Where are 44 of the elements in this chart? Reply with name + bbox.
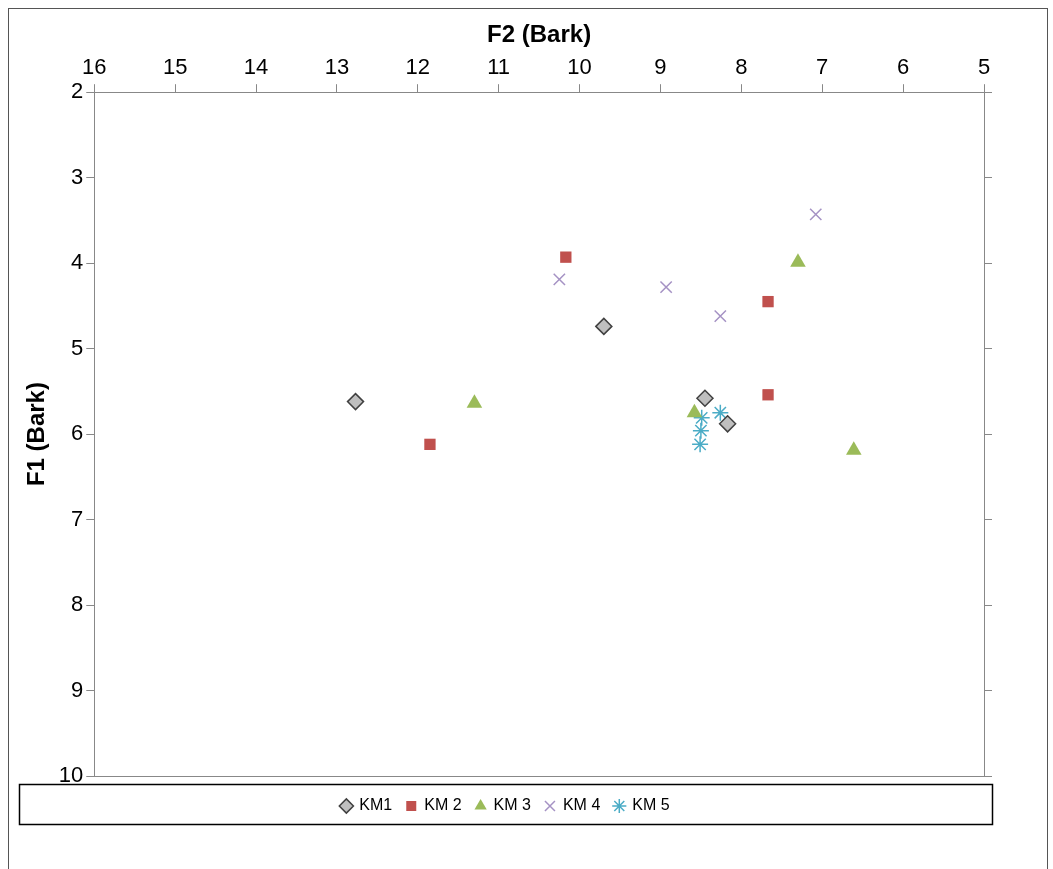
y-tick-label: 2 <box>71 78 84 104</box>
x-tick-label: 15 <box>162 54 188 80</box>
y-tick-label: 10 <box>58 762 84 788</box>
point <box>424 438 436 451</box>
x-tick-label: 16 <box>82 54 107 80</box>
x-tick-label: 13 <box>324 54 350 80</box>
point <box>552 272 566 286</box>
point <box>691 435 709 454</box>
point <box>762 295 774 308</box>
point <box>696 389 714 407</box>
y-tick-label: 6 <box>71 420 84 446</box>
y-tick-label: 5 <box>71 334 84 360</box>
x-tick-label: 6 <box>896 54 910 80</box>
x-tick-label: 8 <box>735 54 748 80</box>
y-axis-title: F1 (Bark) <box>22 382 50 487</box>
point <box>560 251 572 263</box>
legend-label: KM 3 <box>493 796 532 814</box>
point <box>762 389 774 401</box>
x-tick-label: 12 <box>405 54 431 80</box>
point <box>809 208 823 221</box>
legend-label: KM 5 <box>632 796 670 814</box>
x-tick-label: 7 <box>816 54 829 80</box>
x-axis-title: F2 (Bark) <box>487 20 592 48</box>
point <box>692 421 710 440</box>
x-tick-label: 10 <box>567 54 592 80</box>
y-tick-label: 7 <box>71 505 84 531</box>
x-tick-label: 9 <box>654 54 667 80</box>
x-tick-label: 5 <box>977 54 991 80</box>
legend-label: KM1 <box>359 796 393 814</box>
x-tick-label: 14 <box>243 54 269 80</box>
point <box>711 403 730 422</box>
y-tick-label: 4 <box>71 249 84 275</box>
point <box>718 415 737 433</box>
point <box>659 280 673 294</box>
point <box>692 409 711 427</box>
point <box>346 392 365 411</box>
y-tick-label: 3 <box>71 163 84 189</box>
point <box>713 309 727 323</box>
legend-label: KM 4 <box>562 796 601 814</box>
point <box>595 317 613 336</box>
x-tick-label: 11 <box>487 54 511 80</box>
y-tick-label: 9 <box>71 676 84 702</box>
y-tick-label: 8 <box>71 591 84 617</box>
legend-label: KM 2 <box>424 796 462 814</box>
